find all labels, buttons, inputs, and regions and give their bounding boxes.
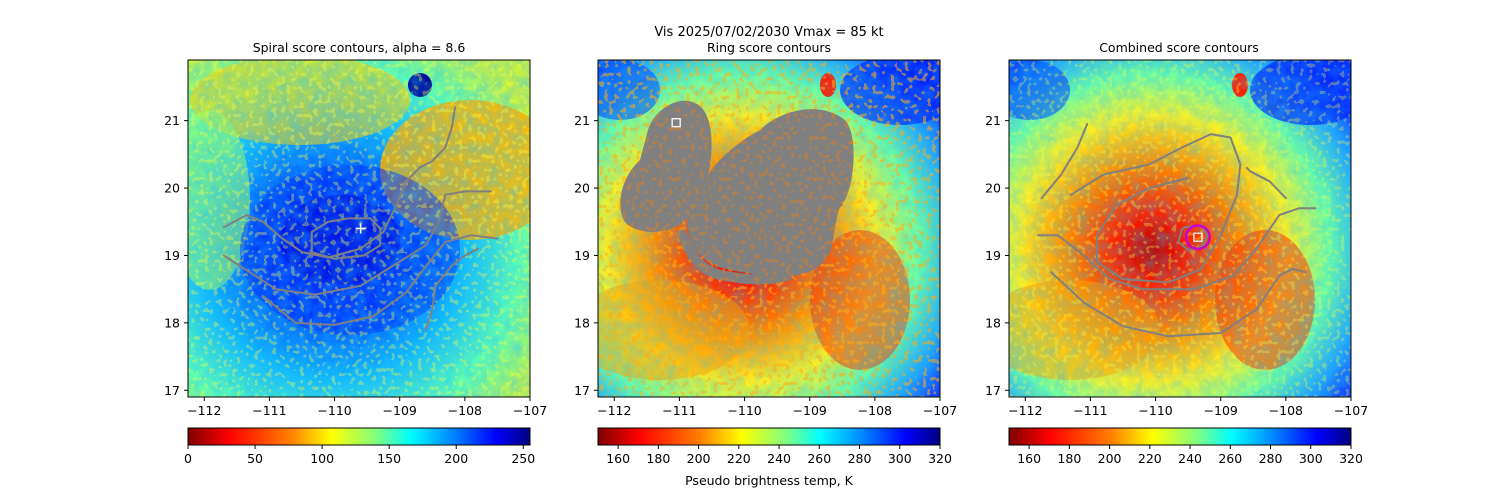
colorbar-tick-label: 50 <box>247 451 263 466</box>
contour-line <box>1037 207 1317 291</box>
x-tick-label: −108 <box>448 403 482 418</box>
contour-line <box>261 234 499 326</box>
x-tick-label: −111 <box>252 403 286 418</box>
x-tick-label: −109 <box>383 403 417 418</box>
satellite-image <box>598 60 940 397</box>
x-tick-label: −112 <box>187 403 221 418</box>
center-marker <box>671 118 681 128</box>
panel-combined: Combined score contours −112 −111 −110 −109… <box>985 40 1368 466</box>
satellite-image <box>188 60 530 397</box>
colorbar-tick-label: 180 <box>1057 451 1081 466</box>
colorbar-tick-label: 240 <box>767 451 791 466</box>
axes-frame <box>1008 59 1352 398</box>
contour-line <box>1040 123 1089 200</box>
center-circle <box>1184 224 1211 251</box>
colorbar-tick-label: 200 <box>1098 451 1122 466</box>
contour-line <box>1245 166 1287 200</box>
x-tick-label: −107 <box>923 403 957 418</box>
contour-line <box>310 217 382 260</box>
y-tick-label: 19 <box>985 248 1001 263</box>
colorbar-tick-label: 160 <box>1017 451 1041 466</box>
colorbar-tick-label: 260 <box>807 451 831 466</box>
contour-lines <box>1037 123 1317 338</box>
y-tick-label: 20 <box>985 181 1001 196</box>
colorbar <box>187 427 531 446</box>
y-tick-label: 18 <box>985 315 1001 330</box>
y-tick-label: 19 <box>164 248 180 263</box>
colorbar-tick-label: 300 <box>888 451 912 466</box>
x-tick-label: −111 <box>1073 403 1107 418</box>
colorbar-tick-label: 220 <box>1138 451 1162 466</box>
y-tick-label: 21 <box>985 113 1001 128</box>
y-tick-label: 19 <box>574 248 590 263</box>
colorbar-tick-label: 320 <box>928 451 952 466</box>
y-tick-label: 17 <box>985 383 1001 398</box>
y-tick-label: 21 <box>164 113 180 128</box>
y-tick-label: 17 <box>574 383 590 398</box>
x-tick-label: −110 <box>1138 403 1172 418</box>
colorbar-tick-label: 300 <box>1299 451 1323 466</box>
colorbar-tick-label: 280 <box>848 451 872 466</box>
x-tick-label: −112 <box>597 403 631 418</box>
colorbar-tick-label: 260 <box>1218 451 1242 466</box>
x-tick-label: −110 <box>317 403 351 418</box>
x-tick-label: −109 <box>793 403 827 418</box>
colorbar-label: Pseudo brightness temp, K <box>685 473 854 488</box>
colorbar-tick-label: 200 <box>687 451 711 466</box>
center-marker <box>1193 232 1203 242</box>
y-tick-label: 18 <box>164 315 180 330</box>
x-tick-label: −108 <box>858 403 892 418</box>
y-tick-label: 18 <box>574 315 590 330</box>
figure-suptitle: Vis 2025/07/02/2030 Vmax = 85 kt <box>654 25 883 40</box>
center-marker <box>355 223 366 234</box>
x-tick-label: −108 <box>1269 403 1303 418</box>
colorbar-tick-label: 240 <box>1178 451 1202 466</box>
panel-title: Ring score contours <box>707 40 831 55</box>
contour-line <box>1050 267 1307 338</box>
contour-lines <box>222 106 499 331</box>
panel-title: Combined score contours <box>1099 40 1259 55</box>
contour-line <box>222 190 492 296</box>
colorbar-tick-label: 280 <box>1259 451 1283 466</box>
axes-frame <box>597 59 941 398</box>
x-tick-label: −110 <box>727 403 761 418</box>
axes-frame <box>187 59 531 398</box>
y-tick-label: 21 <box>574 113 590 128</box>
panel-ring: Ring score contours −112 −111 −110 −109 −108… <box>574 40 957 488</box>
y-tick-label: 20 <box>164 181 180 196</box>
colorbar-tick-label: 160 <box>606 451 630 466</box>
contour-line <box>222 106 457 259</box>
colorbar-tick-label: 150 <box>377 451 401 466</box>
contour-line <box>424 247 479 331</box>
x-tick-label: −112 <box>1008 403 1042 418</box>
ring-score-mask <box>598 60 940 397</box>
colorbar <box>1008 427 1352 446</box>
colorbar <box>597 427 941 446</box>
y-tick-label: 17 <box>164 383 180 398</box>
colorbar-tick-label: 180 <box>646 451 670 466</box>
panel-title: Spiral score contours, alpha = 8.6 <box>253 40 466 55</box>
x-tick-label: −107 <box>513 403 547 418</box>
colorbar-tick-label: 250 <box>511 451 535 466</box>
x-tick-label: −109 <box>1204 403 1238 418</box>
y-tick-label: 20 <box>574 181 590 196</box>
colorbar-tick-label: 0 <box>184 451 192 466</box>
panel-spiral: Spiral score contours, alpha = 8.6 −112 −… <box>164 40 547 466</box>
x-tick-label: −107 <box>1334 403 1368 418</box>
colorbar-tick-label: 100 <box>310 451 334 466</box>
contour-line <box>1069 133 1242 284</box>
x-tick-label: −111 <box>662 403 696 418</box>
colorbar-tick-label: 220 <box>727 451 751 466</box>
satellite-image <box>1009 60 1351 397</box>
colorbar-tick-label: 320 <box>1339 451 1363 466</box>
colorbar-tick-label: 200 <box>444 451 468 466</box>
